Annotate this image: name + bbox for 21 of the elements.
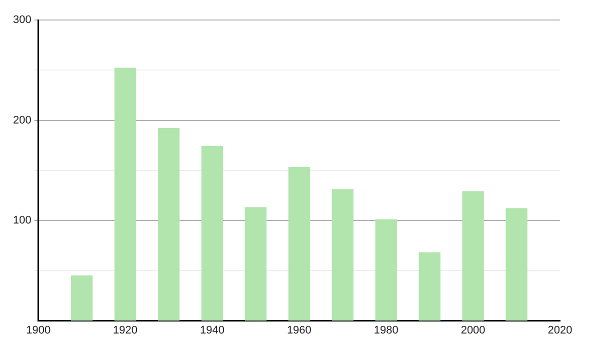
x-tick-label: 2020	[548, 324, 572, 336]
x-tick-label: 1920	[113, 324, 138, 336]
bar	[462, 191, 484, 321]
y-tick-label: 300	[12, 14, 32, 26]
bar	[418, 252, 440, 321]
bar	[70, 275, 93, 321]
bar	[201, 146, 224, 321]
x-tick-label: 2000	[460, 324, 486, 336]
bar	[332, 189, 354, 321]
bar	[506, 208, 528, 321]
bar	[288, 167, 310, 321]
bar	[244, 207, 267, 321]
bar	[158, 128, 180, 321]
x-tick-label: 1980	[374, 324, 398, 336]
x-tick-label: 1940	[200, 324, 224, 336]
y-tick-label: 200	[12, 114, 32, 126]
bar	[114, 68, 136, 321]
x-tick-label: 1900	[26, 324, 51, 336]
bar	[375, 219, 397, 321]
y-tick-label: 100	[12, 214, 32, 227]
x-tick-label: 1960	[286, 324, 312, 336]
